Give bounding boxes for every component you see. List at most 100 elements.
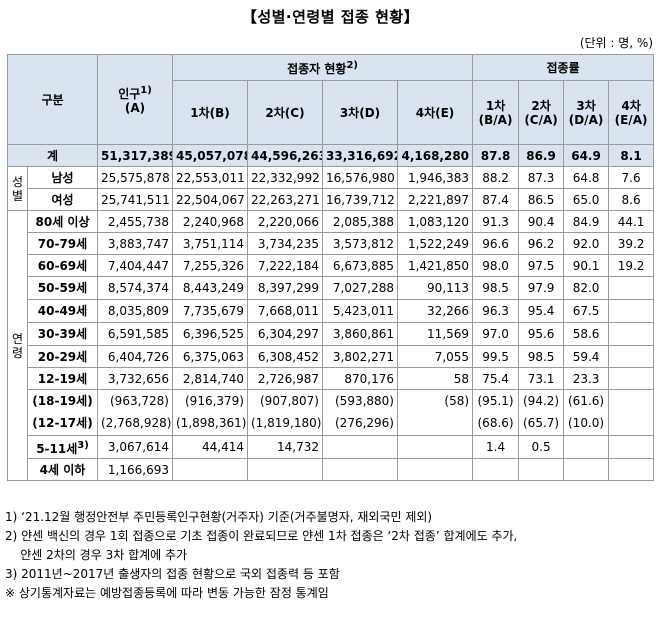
row-label-text: 30-39세 bbox=[37, 327, 88, 341]
table-row: (18-19세) (963,728) (916,379) (907,807) (593,… bbox=[8, 389, 655, 412]
cell-d1: 22,553,011 bbox=[172, 166, 248, 189]
cell-d4: (58) bbox=[396, 389, 474, 412]
cell-d4: 1,946,383 bbox=[396, 166, 474, 189]
cell-r1: 97.0 bbox=[472, 322, 520, 346]
cell-r4 bbox=[608, 322, 655, 346]
row-label-text: 4세 이하 bbox=[39, 462, 86, 477]
row-label: 40-49세 bbox=[27, 299, 98, 323]
cell-d4: 11,569 bbox=[396, 322, 474, 346]
vaccination-table: 구분 인구1) (A) 접종자 현황2) 접종률 1차(B) 2차(C) 3차(… bbox=[7, 54, 655, 481]
row-label: 5-11세3) bbox=[27, 435, 98, 459]
cell-d4: 1,083,120 bbox=[396, 210, 474, 233]
cell-d3: 3,802,271 bbox=[322, 345, 398, 368]
cell-r3: (10.0) bbox=[563, 411, 610, 436]
table-header: 구분 인구1) (A) 접종자 현황2) 접종률 1차(B) 2차(C) 3차(… bbox=[7, 54, 655, 145]
row-label-text: 70-79세 bbox=[37, 236, 88, 251]
side-label-age: 연령 bbox=[7, 210, 28, 481]
cell-r2: 97.9 bbox=[518, 276, 565, 300]
cell-r3: 64.8 bbox=[563, 166, 610, 189]
cell-r1: 98.5 bbox=[472, 276, 520, 300]
cell-d4 bbox=[396, 458, 474, 481]
cell-d3 bbox=[322, 458, 398, 481]
row-label-text: 남성 bbox=[51, 170, 74, 185]
table-row: 20-29세 6,404,726 6,375,063 6,308,452 3,802,2… bbox=[8, 345, 655, 368]
cell-d1: (1,898,361) bbox=[172, 411, 248, 436]
cell-d2: 14,732 bbox=[247, 435, 323, 459]
cell-d4 bbox=[396, 411, 474, 436]
cell-d3: (593,880) bbox=[322, 389, 398, 412]
row-label-text: 80세 이상 bbox=[35, 214, 90, 229]
header-dose2: 2차(C) bbox=[247, 80, 323, 145]
cell-r3: 65.0 bbox=[563, 188, 610, 211]
cell-r4 bbox=[608, 276, 655, 300]
row-label-text: (12-17세) bbox=[32, 416, 93, 431]
cell-d2: 44,596,263 bbox=[247, 144, 323, 167]
cell-d2 bbox=[247, 458, 323, 481]
side-text: 성별 bbox=[11, 174, 24, 203]
table-row: 12-19세 3,732,656 2,814,740 2,726,987 870,176… bbox=[8, 367, 655, 390]
cell-d2: 22,263,271 bbox=[247, 188, 323, 211]
cell-r3: 23.3 bbox=[563, 367, 610, 390]
row-label: 4세 이하 bbox=[27, 458, 98, 481]
cell-d2: 6,308,452 bbox=[247, 345, 323, 368]
cell-r4: 39.2 bbox=[608, 232, 655, 255]
header-population: 인구1) (A) bbox=[97, 54, 173, 145]
cell-d4: 7,055 bbox=[396, 345, 474, 368]
cell-r3: 64.9 bbox=[563, 144, 610, 167]
page-title: 【성별·연령별 접종 현황】 bbox=[241, 8, 420, 26]
footnote: 1) ‘21.12월 행정안전부 주민등록인구현황(거주자) 기준(거주불명자,… bbox=[5, 510, 433, 524]
unit-label: (단위 : 명, %) bbox=[579, 36, 653, 50]
row-label-text: 5-11세 bbox=[36, 441, 78, 456]
cell-r2: 87.3 bbox=[518, 166, 565, 189]
row-label: 70-79세 bbox=[27, 232, 98, 255]
cell-d1: (916,379) bbox=[172, 389, 248, 412]
cell-d1 bbox=[172, 458, 248, 481]
cell-r3: 90.1 bbox=[563, 254, 610, 277]
row-label-sup: 3) bbox=[77, 439, 89, 451]
header-rate3: 3차 (D/A) bbox=[563, 80, 610, 145]
cell-d3: 16,576,980 bbox=[322, 166, 398, 189]
header-dose3: 3차(D) bbox=[322, 80, 398, 145]
row-label-text: 50-59세 bbox=[37, 281, 88, 295]
cell-d4 bbox=[396, 435, 474, 459]
cell-r2: 0.5 bbox=[518, 435, 565, 459]
row-label-text: 20-29세 bbox=[37, 349, 88, 364]
cell-d4: 90,113 bbox=[396, 276, 474, 300]
table-row: 5-11세3) 3,067,614 44,414 14,732 1.4 0.5 bbox=[8, 435, 655, 459]
cell-r3 bbox=[563, 435, 610, 459]
total-row: 계 51,317,389 45,057,078 44,596,263 33,316,69… bbox=[7, 144, 655, 167]
cell-d3: 870,176 bbox=[322, 367, 398, 390]
cell-r2: 98.5 bbox=[518, 345, 565, 368]
cell-r2: (94.2) bbox=[518, 389, 565, 412]
cell-d4: 58 bbox=[396, 367, 474, 390]
cell-d1: 22,504,067 bbox=[172, 188, 248, 211]
row-label: 12-19세 bbox=[27, 367, 98, 390]
cell-r1: 1.4 bbox=[472, 435, 520, 459]
cell-r4 bbox=[608, 458, 655, 481]
cell-r1: 96.6 bbox=[472, 232, 520, 255]
footnote: 2) 얀센 백신의 경우 1회 접종으로 기초 접종이 완료되므로 얀센 1차 … bbox=[5, 529, 518, 543]
cell-pop: 3,067,614 bbox=[97, 435, 173, 459]
header-rate: 접종률 bbox=[472, 54, 655, 81]
cell-r2: 86.5 bbox=[518, 188, 565, 211]
footnote: 얀센 2차의 경우 3차 합계에 추가 bbox=[5, 548, 188, 562]
cell-r2: 90.4 bbox=[518, 210, 565, 233]
header-rate2: 2차 (C/A) bbox=[518, 80, 565, 145]
cell-pop: 2,455,738 bbox=[97, 210, 173, 233]
cell-d3: 16,739,712 bbox=[322, 188, 398, 211]
cell-r1: 75.4 bbox=[472, 367, 520, 390]
cell-r1: 88.2 bbox=[472, 166, 520, 189]
footnote: 3) 2011년~2017년 출생자의 접종 현황으로 국외 접종력 등 포함 bbox=[5, 567, 340, 581]
cell-r4 bbox=[608, 367, 655, 390]
table-row: 4세 이하 1,166,693 bbox=[8, 458, 655, 481]
table-row: 연령 80세 이상 2,455,738 2,240,968 2,220,066 2,085… bbox=[7, 210, 655, 481]
cell-d1: 6,396,525 bbox=[172, 322, 248, 346]
cell-d2: 7,668,011 bbox=[247, 299, 323, 323]
row-label-text: 60-69세 bbox=[37, 258, 88, 273]
cell-r1: 87.8 bbox=[472, 144, 520, 167]
cell-d1: 45,057,078 bbox=[172, 144, 248, 167]
cell-r1: 96.3 bbox=[472, 299, 520, 323]
row-label: (12-17세) bbox=[27, 411, 98, 436]
cell-r3: 82.0 bbox=[563, 276, 610, 300]
